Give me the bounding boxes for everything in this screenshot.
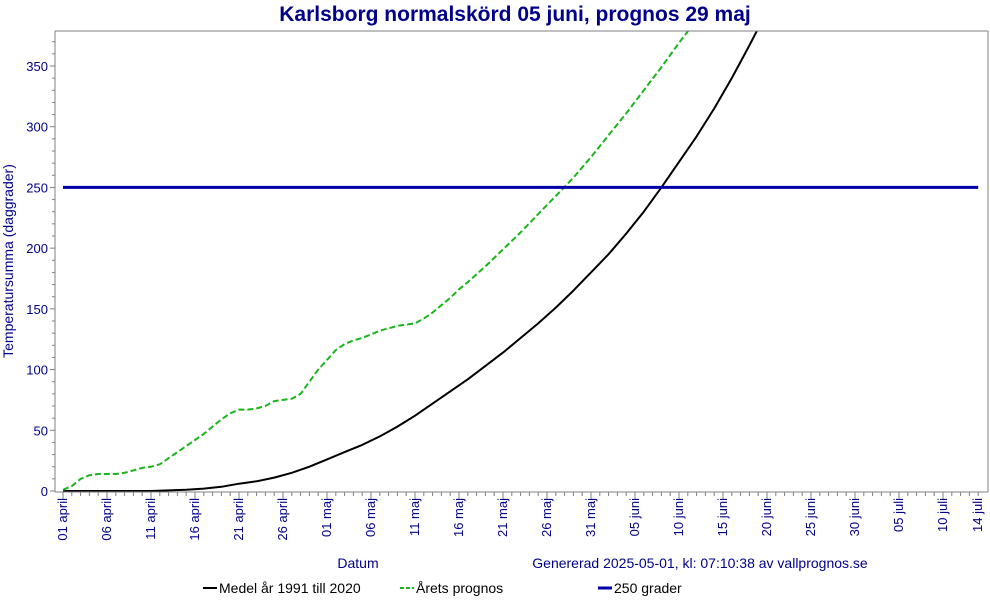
x-axis-ticks: 01 april 06 april 11 april 16 april 21 april…	[55, 492, 985, 541]
series-line-0	[63, 31, 758, 492]
y-tick-label: 300	[26, 120, 48, 135]
x-tick-label: 15 juni	[715, 498, 730, 536]
series-line-1	[62, 31, 690, 491]
y-axis-ticks: 0 50 100 150 200 250 300 350	[26, 41, 55, 499]
legend-label-2: 250 grader	[614, 580, 682, 596]
generated-text: Genererad 2025-05-01, kl: 07:10:38 av va…	[532, 555, 868, 571]
plot-area: 0 50 100 150 200 250 300 350 01 april 06 april 11…	[26, 30, 989, 541]
x-tick-label: 11 april	[143, 498, 158, 540]
x-tick-label: 14 juli	[970, 498, 985, 532]
y-tick-label: 200	[26, 241, 48, 256]
legend-label-0: Medel år 1991 till 2020	[219, 580, 361, 596]
chart-title: Karlsborg normalskörd 05 juni, prognos 2…	[279, 3, 750, 26]
series-group	[62, 31, 979, 492]
x-tick-label: 26 april	[275, 498, 290, 541]
x-tick-label: 01 april	[55, 498, 70, 541]
legend: Medel år 1991 till 2020 Årets prognos 250 …	[203, 580, 682, 596]
x-tick-label: 20 juni	[759, 498, 774, 536]
x-tick-label: 16 maj	[451, 498, 466, 537]
x-tick-label: 06 maj	[363, 498, 378, 537]
x-tick-label: 05 juni	[627, 498, 642, 536]
x-tick-label: 21 maj	[495, 498, 510, 537]
x-tick-label: 16 april	[187, 498, 202, 541]
x-axis-label: Datum	[337, 555, 378, 571]
x-tick-label: 25 juni	[803, 498, 818, 536]
legend-label-1: Årets prognos	[416, 580, 503, 596]
x-tick-label: 10 juli	[935, 498, 950, 532]
y-tick-label: 250	[26, 180, 48, 195]
x-tick-label: 06 april	[99, 498, 114, 541]
x-tick-label: 01 maj	[319, 498, 334, 537]
x-tick-label: 31 maj	[583, 498, 598, 537]
x-tick-label: 10 juni	[671, 498, 686, 536]
x-tick-label: 11 maj	[407, 498, 422, 536]
x-tick-label: 26 maj	[539, 498, 554, 537]
y-tick-label: 350	[26, 59, 48, 74]
x-tick-label: 30 juni	[847, 498, 862, 536]
y-tick-label: 0	[41, 484, 48, 499]
y-axis-label: Temperatursumma (daggrader)	[0, 164, 16, 358]
x-tick-label: 21 april	[231, 498, 246, 541]
y-tick-label: 100	[26, 363, 48, 378]
y-tick-label: 50	[34, 423, 48, 438]
y-tick-label: 150	[26, 302, 48, 317]
x-tick-label: 05 juli	[891, 498, 906, 532]
